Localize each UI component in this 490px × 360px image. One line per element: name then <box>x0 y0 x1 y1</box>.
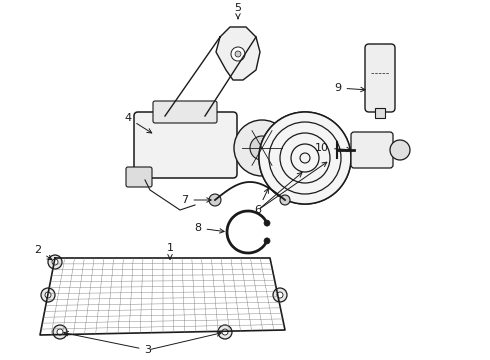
Circle shape <box>218 325 232 339</box>
Text: 6: 6 <box>254 189 269 215</box>
Text: 8: 8 <box>195 223 224 233</box>
Text: 5: 5 <box>235 3 242 19</box>
Text: 10: 10 <box>315 143 351 153</box>
Circle shape <box>264 238 270 244</box>
Text: 1: 1 <box>167 243 173 259</box>
FancyBboxPatch shape <box>365 44 395 112</box>
Circle shape <box>41 288 55 302</box>
Text: 3: 3 <box>64 332 151 355</box>
Circle shape <box>273 288 287 302</box>
Circle shape <box>264 220 270 226</box>
Circle shape <box>259 112 351 204</box>
Circle shape <box>231 47 245 61</box>
FancyBboxPatch shape <box>351 132 393 168</box>
Circle shape <box>280 195 290 205</box>
Circle shape <box>57 329 63 335</box>
Circle shape <box>390 140 410 160</box>
Text: 9: 9 <box>335 83 365 93</box>
Circle shape <box>222 329 228 335</box>
Circle shape <box>250 136 274 160</box>
Text: 4: 4 <box>124 113 152 133</box>
Text: 7: 7 <box>181 195 211 205</box>
Circle shape <box>53 325 67 339</box>
Circle shape <box>234 120 290 176</box>
Text: 2: 2 <box>34 245 52 260</box>
Circle shape <box>277 292 283 298</box>
Circle shape <box>209 194 221 206</box>
Circle shape <box>235 51 241 57</box>
Bar <box>375 108 385 118</box>
FancyBboxPatch shape <box>153 101 217 123</box>
Circle shape <box>48 255 62 269</box>
Circle shape <box>52 259 58 265</box>
FancyBboxPatch shape <box>134 112 237 178</box>
Polygon shape <box>216 27 260 80</box>
Circle shape <box>45 292 51 298</box>
FancyBboxPatch shape <box>126 167 152 187</box>
